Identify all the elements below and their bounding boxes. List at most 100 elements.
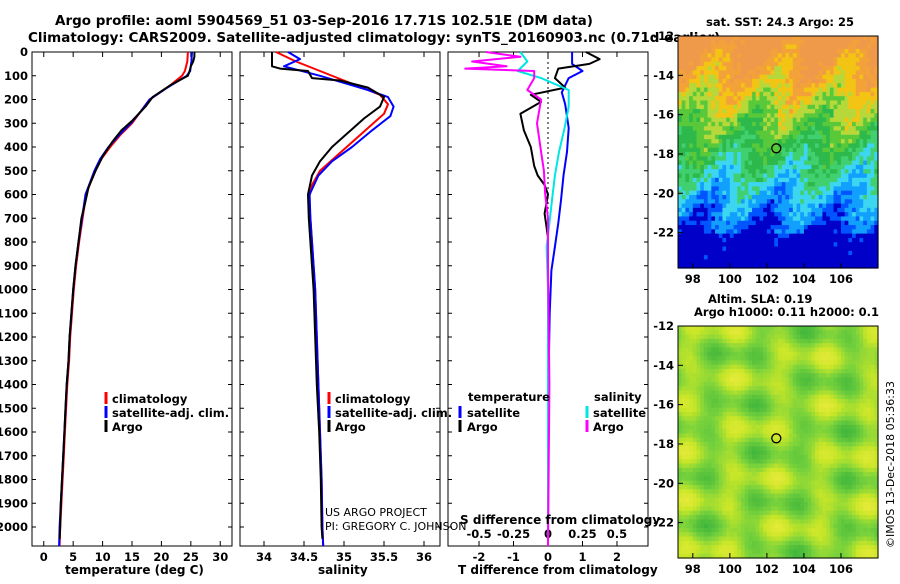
map-cell [785, 352, 789, 357]
map-cell [708, 463, 712, 468]
map-cell [785, 549, 789, 554]
map-cell [789, 472, 793, 477]
map-cell [778, 113, 782, 118]
map-cell [693, 156, 697, 161]
map-cell [822, 212, 826, 217]
map-cell [678, 62, 682, 67]
map-cell [722, 251, 726, 256]
map-cell [800, 83, 804, 88]
map-cell [759, 463, 763, 468]
map-cell [730, 519, 734, 524]
map-cell [685, 356, 689, 361]
map-cell [708, 186, 712, 191]
map-cell [863, 118, 867, 123]
map-cell [797, 545, 801, 550]
map-cell [830, 62, 834, 67]
map-cell [815, 109, 819, 114]
s-diff-tick-label: 0.5 [607, 527, 627, 541]
map-cell [863, 216, 867, 221]
map-cell [730, 433, 734, 438]
map-cell [722, 330, 726, 335]
map-cell [767, 53, 771, 58]
map-cell [704, 399, 708, 404]
t-diff-tick-label: 1 [578, 550, 586, 564]
map-cell [756, 143, 760, 148]
map-cell [722, 519, 726, 524]
map-cell [678, 92, 682, 97]
map-cell [778, 335, 782, 340]
map-cell [719, 468, 723, 473]
map-cell [863, 178, 867, 183]
map-cell [819, 135, 823, 140]
map-cell [678, 335, 682, 340]
map-cell [682, 169, 686, 174]
map-cell [819, 113, 823, 118]
map-cell [722, 92, 726, 97]
map-cell [793, 468, 797, 473]
map-cell [715, 438, 719, 443]
map-cell [763, 541, 767, 546]
map-cell [789, 118, 793, 123]
map-cell [830, 255, 834, 260]
map-cell [771, 88, 775, 93]
map-cell [756, 36, 760, 41]
map-cell [856, 126, 860, 131]
map-cell [722, 118, 726, 123]
map-cell [797, 489, 801, 494]
map-cell [756, 515, 760, 520]
map-cell [800, 75, 804, 80]
map-cell [730, 451, 734, 456]
map-cell [719, 83, 723, 88]
legend-satellite-label: satellite-adj. clim. [112, 406, 229, 420]
map-cell [797, 156, 801, 161]
map-cell [726, 343, 730, 348]
map-cell [763, 352, 767, 357]
map-cell [715, 356, 719, 361]
map-cell [689, 100, 693, 105]
map-cell [778, 53, 782, 58]
map-cell [711, 442, 715, 447]
map-cell [774, 498, 778, 503]
map-cell [745, 335, 749, 340]
map-cell [789, 339, 793, 344]
map-cell [759, 83, 763, 88]
map-cell [763, 135, 767, 140]
map-cell [848, 204, 852, 209]
map-cell [708, 165, 712, 170]
map-cell [863, 259, 867, 264]
map-cell [730, 421, 734, 426]
map-cell [811, 212, 815, 217]
map-cell [693, 343, 697, 348]
map-cell [748, 425, 752, 430]
map-cell [741, 403, 745, 408]
map-cell [752, 459, 756, 464]
map-cell [782, 36, 786, 41]
map-cell [797, 143, 801, 148]
map-cell [697, 229, 701, 234]
map-cell [722, 234, 726, 239]
map-cell [682, 255, 686, 260]
map-cell [826, 195, 830, 200]
map-cell [871, 208, 875, 213]
map-cell [782, 242, 786, 247]
map-cell [745, 455, 749, 460]
map-cell [759, 139, 763, 144]
map-cell [719, 416, 723, 421]
map-cell [708, 139, 712, 144]
map-cell [767, 455, 771, 460]
map-cell [689, 126, 693, 131]
map-cell [782, 186, 786, 191]
map-cell [711, 242, 715, 247]
map-cell [730, 182, 734, 187]
map-cell [708, 195, 712, 200]
map-cell [741, 225, 745, 230]
map-cell [793, 70, 797, 75]
map-cell [834, 242, 838, 247]
map-cell [693, 131, 697, 136]
map-cell [811, 178, 815, 183]
map-cell [678, 182, 682, 187]
map-cell [678, 178, 682, 183]
map-cell [793, 204, 797, 209]
map-cell [741, 57, 745, 62]
